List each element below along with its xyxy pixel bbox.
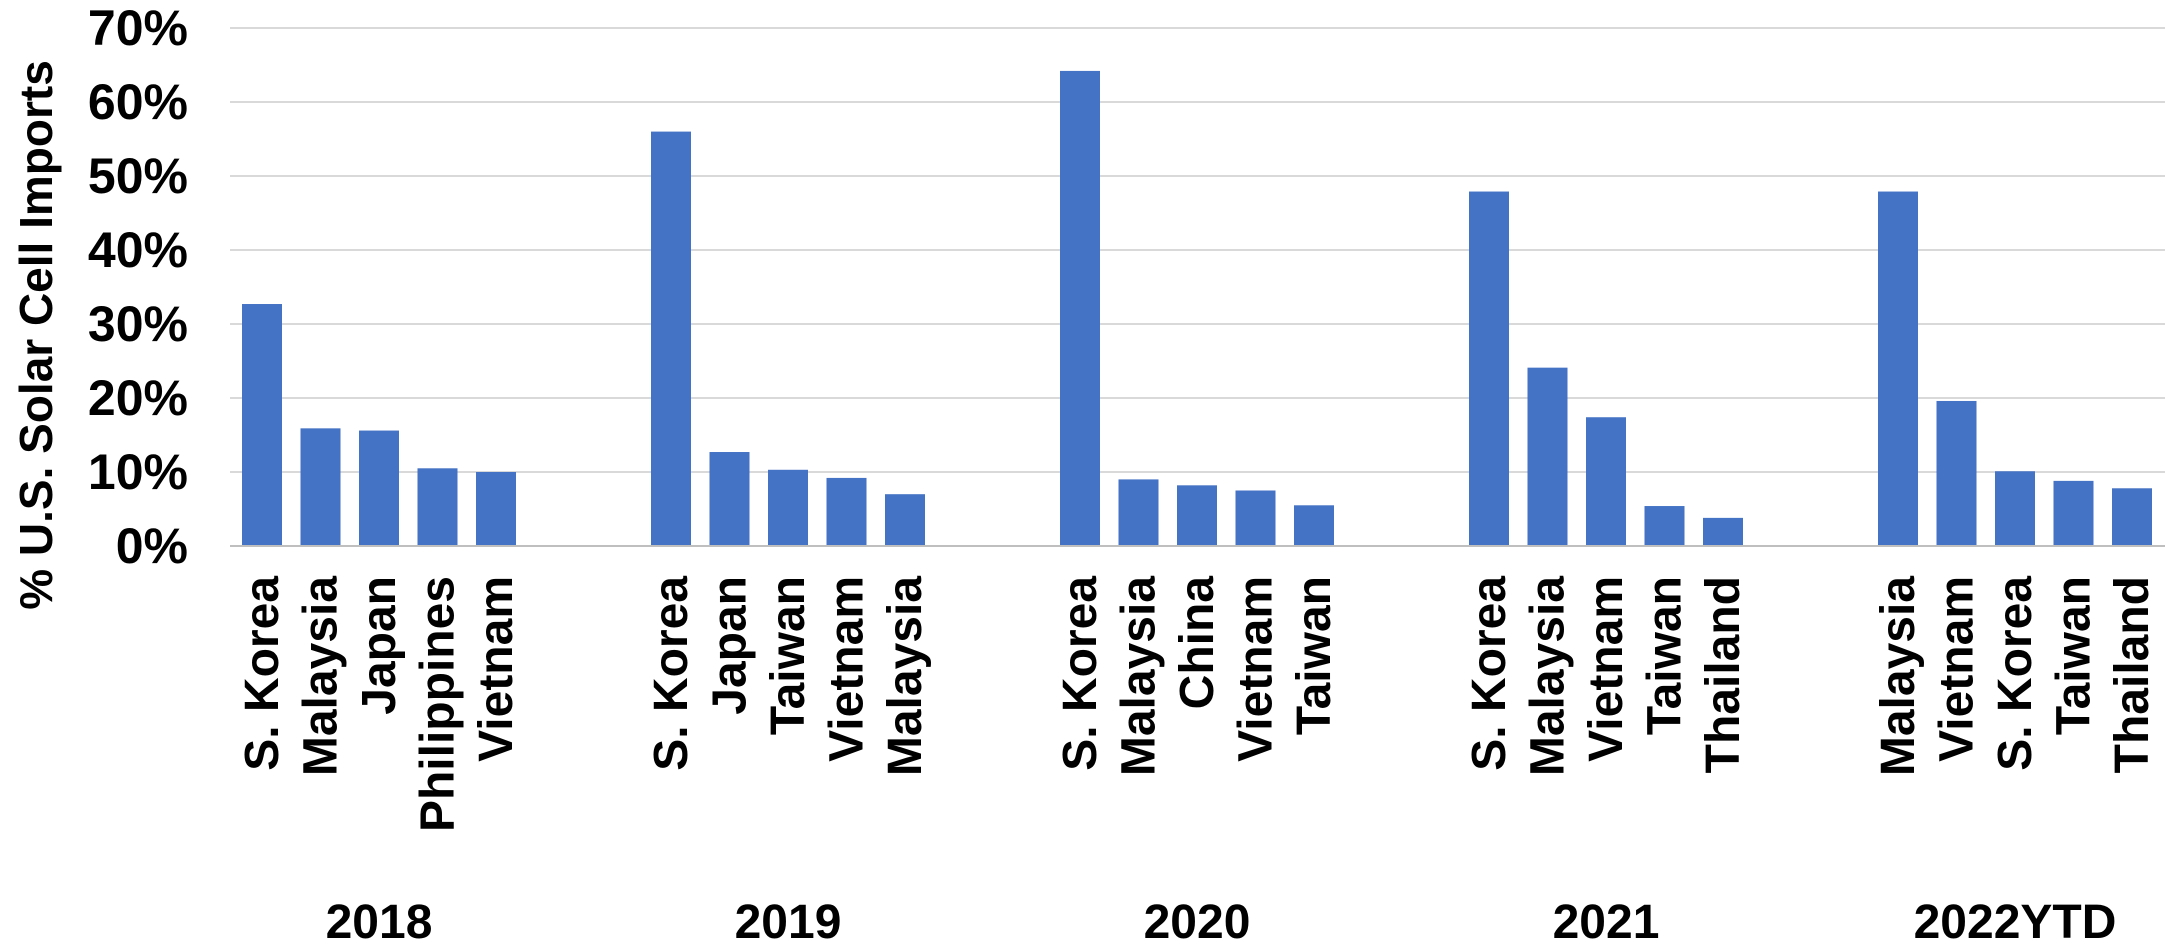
bar — [1878, 191, 1918, 547]
bar — [768, 469, 808, 546]
category-label: Malaysia — [1113, 576, 1166, 776]
bar — [1235, 490, 1276, 546]
y-axis-label: % U.S. Solar Cell Imports — [10, 60, 62, 610]
category-label: Thailand — [1697, 576, 1750, 773]
category-label: Japan — [704, 576, 757, 715]
y-axis-ticks: 0% 10% 20% 30% 40% 50% 60% 70% — [88, 0, 188, 574]
bar — [2112, 488, 2152, 546]
category-label: Malaysia — [1522, 576, 1575, 776]
bar — [476, 472, 516, 546]
category-label: Taiwan — [1639, 576, 1692, 735]
bar — [359, 430, 399, 546]
category-label: Malaysia — [295, 576, 348, 776]
category-label: S. Korea — [1054, 576, 1107, 771]
bar — [1294, 505, 1334, 546]
bar — [651, 131, 691, 546]
category-label: Vietnam — [1931, 576, 1984, 762]
y-tick-label: 20% — [88, 370, 188, 426]
bar — [1469, 191, 1509, 547]
category-label: China — [1171, 576, 1224, 710]
group-label: 2020 — [1144, 896, 1251, 944]
y-tick-label: 40% — [88, 222, 188, 278]
bar — [1118, 479, 1159, 546]
bar — [1703, 517, 1743, 546]
category-labels: S. Korea Malaysia Japan Philippines Vietnam S… — [236, 576, 2159, 832]
category-label: S. Korea — [645, 576, 698, 771]
category-label: Malaysia — [1872, 576, 1925, 776]
bars — [242, 70, 2152, 547]
bar — [1995, 471, 2035, 546]
y-tick-label: 0% — [116, 518, 188, 574]
category-label: Vietnam — [821, 576, 874, 762]
y-tick-label: 10% — [88, 444, 188, 500]
bar — [1527, 367, 1568, 546]
category-label: Thailand — [2106, 576, 2159, 773]
y-tick-label: 60% — [88, 74, 188, 130]
gridlines — [230, 27, 2165, 473]
bar — [1177, 485, 1217, 546]
category-label: Taiwan — [2048, 576, 2101, 735]
group-label: 2018 — [326, 896, 433, 944]
bar — [885, 494, 925, 546]
category-label: Taiwan — [1288, 576, 1341, 735]
bar — [1586, 417, 1626, 546]
bar — [709, 452, 750, 546]
bar — [826, 477, 867, 546]
y-tick-label: 70% — [88, 0, 188, 56]
category-label: Vietnam — [1580, 576, 1633, 762]
y-tick-label: 50% — [88, 148, 188, 204]
y-tick-label: 30% — [88, 296, 188, 352]
bar — [242, 304, 282, 546]
bar — [1936, 400, 1977, 546]
category-label: S. Korea — [1463, 576, 1516, 771]
group-label: 2022YTD — [1914, 896, 2117, 944]
bar — [1644, 506, 1685, 546]
bar — [1060, 70, 1100, 547]
category-label: Japan — [353, 576, 406, 715]
category-label: Taiwan — [762, 576, 815, 735]
category-label: Malaysia — [879, 576, 932, 776]
bar — [300, 428, 341, 546]
category-label: Vietnam — [470, 576, 523, 762]
group-label: 2019 — [735, 896, 842, 944]
category-label: Philippines — [412, 576, 465, 832]
category-label: S. Korea — [1989, 576, 2042, 771]
category-label: S. Korea — [236, 576, 289, 771]
group-label: 2021 — [1553, 896, 1660, 944]
group-labels: 2018 2019 2020 2021 2022YTD — [326, 896, 2117, 944]
bar — [2053, 480, 2094, 546]
bar — [417, 468, 458, 546]
category-label: Vietnam — [1230, 576, 1283, 762]
